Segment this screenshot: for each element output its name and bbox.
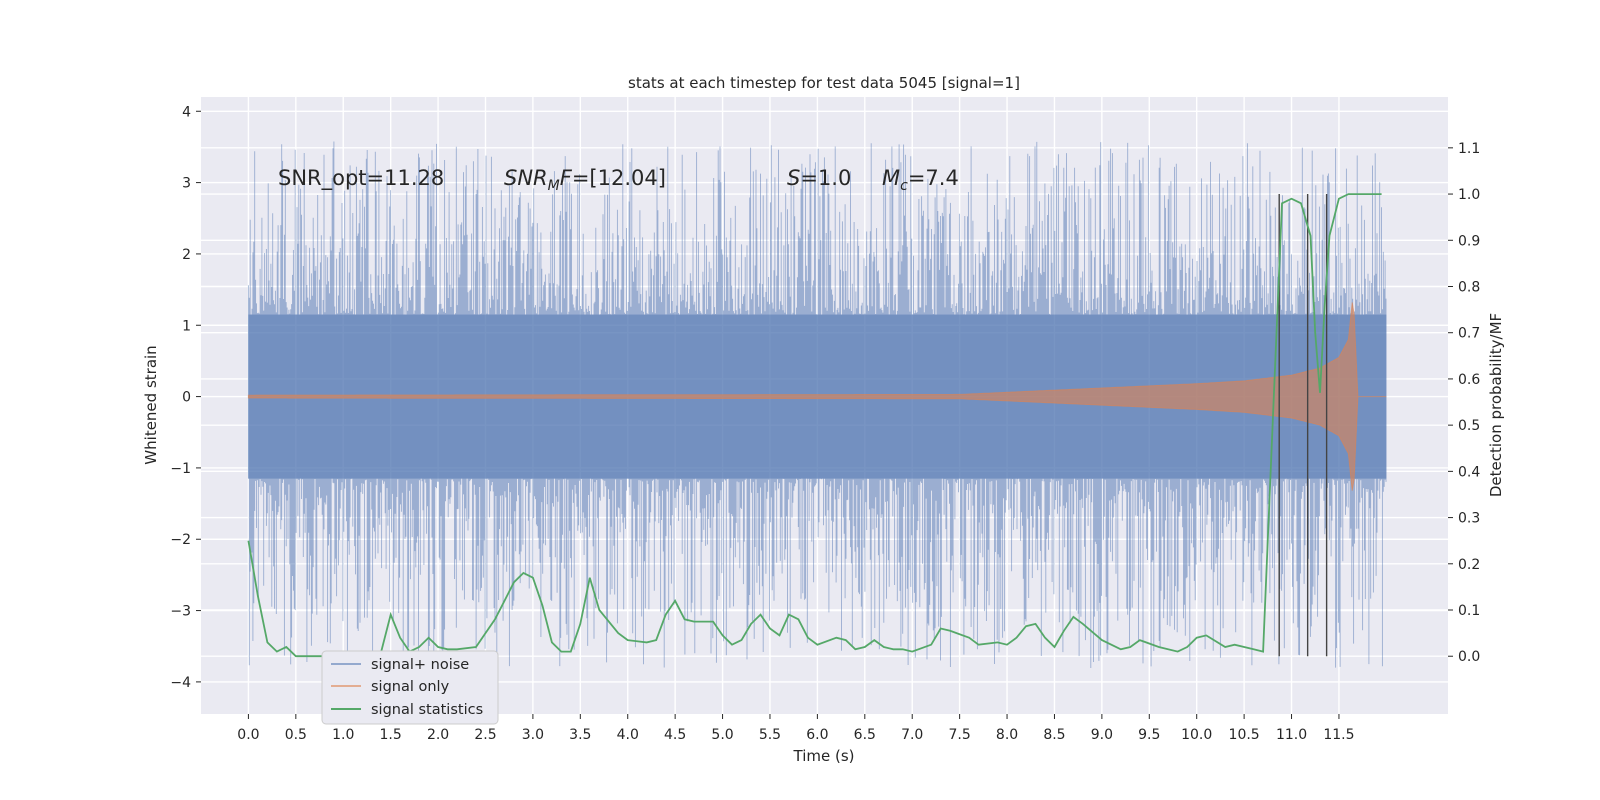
signal-only-envelope <box>247 302 1387 491</box>
y-right-tick-label: 0.9 <box>1458 233 1480 249</box>
x-tick-label: 5.5 <box>759 727 781 743</box>
y-tick-label: −1 <box>170 461 191 477</box>
x-tick-label: 6.0 <box>806 727 828 743</box>
x-tick-label: 0.5 <box>285 727 307 743</box>
x-ticks: 0.0 0.5 1.0 1.5 2.0 2.5 3.0 3.5 4.0 4.5 5.0 5.5 6.0 6… <box>237 714 1355 743</box>
x-tick-label: 6.5 <box>854 727 876 743</box>
annotation-snr-mf: SNRMF=[12.04] <box>504 166 666 194</box>
y-ticks-right: 0.0 0.1 0.2 0.3 0.4 0.5 0.6 0.7 0.8 0.9 1.0 1.1 <box>1448 141 1480 665</box>
x-tick-label: 9.0 <box>1091 727 1113 743</box>
x-tick-label: 11.0 <box>1276 727 1307 743</box>
x-tick-label: 8.0 <box>996 727 1018 743</box>
signal-statistics-line <box>247 193 1382 658</box>
y-tick-label: 4 <box>182 104 191 120</box>
signal-only-series <box>247 302 1387 491</box>
y-tick-label: −3 <box>170 604 191 620</box>
y-right-tick-label: 1.1 <box>1458 141 1480 157</box>
y-right-tick-label: 0.5 <box>1458 418 1480 434</box>
x-tick-label: 0.0 <box>237 727 259 743</box>
x-tick-label: 7.0 <box>901 727 923 743</box>
annotation-mc: Mc=7.4 <box>882 166 959 194</box>
legend: signal+ noise signal only signal statist… <box>321 650 499 725</box>
signal-statistics-series <box>247 193 1382 658</box>
y-right-tick-label: 0.6 <box>1458 372 1480 388</box>
legend-label-signal-only: signal only <box>371 679 450 695</box>
y-tick-label: 3 <box>182 176 191 192</box>
x-tick-label: 1.5 <box>380 727 402 743</box>
y-right-tick-label: 0.0 <box>1458 649 1480 665</box>
annotation-snr-opt: SNR_opt=11.28 <box>278 166 444 191</box>
annotations: SNR_opt=11.28 SNRMF=[12.04] S=1.0 Mc=7.4 <box>278 166 959 194</box>
y-right-tick-label: 0.7 <box>1458 326 1480 342</box>
y-right-tick-label: 0.2 <box>1458 557 1480 573</box>
x-tick-label: 4.5 <box>664 727 686 743</box>
x-tick-label: 10.5 <box>1229 727 1260 743</box>
y-right-tick-label: 0.4 <box>1458 464 1480 480</box>
x-tick-label: 5.0 <box>711 727 733 743</box>
annotation-s: S=1.0 <box>787 166 851 190</box>
y-right-tick-label: 0.8 <box>1458 279 1480 295</box>
x-tick-label: 4.0 <box>617 727 639 743</box>
legend-box <box>321 650 499 725</box>
y-right-tick-label: 0.3 <box>1458 511 1480 527</box>
x-tick-label: 2.5 <box>474 727 496 743</box>
x-tick-label: 10.0 <box>1181 727 1212 743</box>
x-tick-label: 11.5 <box>1323 727 1354 743</box>
x-tick-label: 1.0 <box>332 727 354 743</box>
x-tick-label: 3.0 <box>522 727 544 743</box>
x-tick-label: 7.5 <box>948 727 970 743</box>
y-axis-label-right: Detection probability/MF <box>1487 313 1505 497</box>
x-tick-label: 3.5 <box>569 727 591 743</box>
y-tick-label: −2 <box>170 532 191 548</box>
y-tick-label: 1 <box>182 318 191 334</box>
y-ticks-left: −4 −3 −2 −1 0 1 2 3 4 <box>170 104 201 691</box>
chart-title: stats at each timestep for test data 504… <box>628 74 1020 92</box>
y-tick-label: 0 <box>182 390 191 406</box>
legend-label-signal-statistics: signal statistics <box>371 702 483 718</box>
y-axis-label: Whitened strain <box>142 345 160 464</box>
y-right-tick-label: 0.1 <box>1458 603 1480 619</box>
x-tick-label: 2.0 <box>427 727 449 743</box>
y-right-tick-label: 1.0 <box>1458 187 1480 203</box>
legend-label-signal-noise: signal+ noise <box>371 657 469 673</box>
y-tick-label: −4 <box>170 675 191 691</box>
x-tick-label: 9.5 <box>1138 727 1160 743</box>
x-tick-label: 8.5 <box>1043 727 1065 743</box>
y-tick-label: 2 <box>182 247 191 263</box>
x-axis-label: Time (s) <box>793 747 855 765</box>
